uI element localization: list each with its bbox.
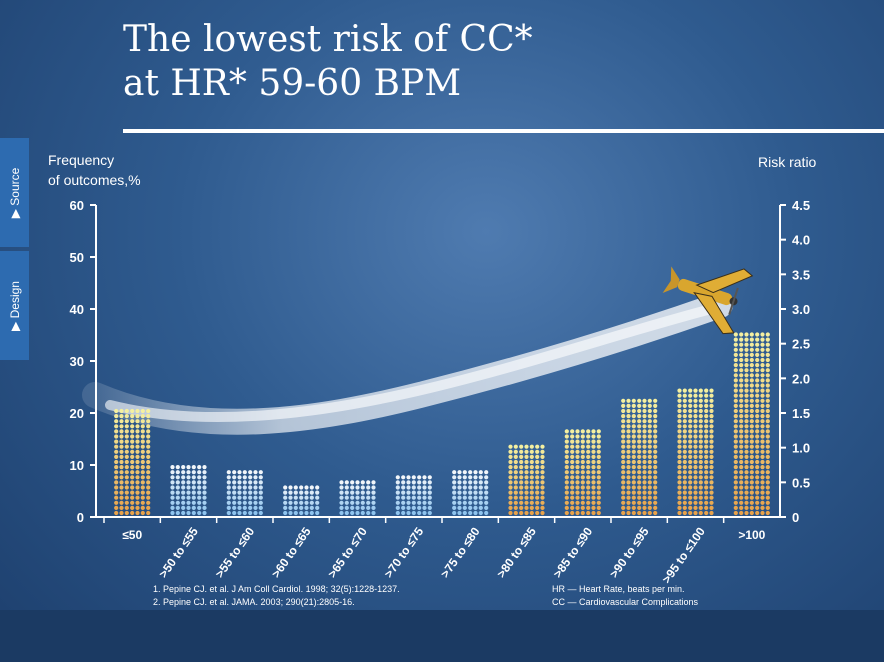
- bar: [452, 470, 489, 516]
- bar: [170, 465, 207, 516]
- bar: [226, 470, 263, 516]
- bar: [395, 475, 432, 516]
- source-tab[interactable]: ▶ Source: [0, 138, 29, 247]
- y-axis-right-title: Risk ratio: [758, 154, 817, 170]
- y-left-tick-label: 50: [70, 250, 84, 265]
- y-right-tick-label: 4.0: [792, 233, 810, 248]
- design-tab[interactable]: ▶ Design: [0, 251, 29, 360]
- x-tick-label: >100: [738, 528, 765, 542]
- chart-bars: [114, 332, 770, 516]
- title-underline: [123, 129, 884, 133]
- footer-band: [0, 610, 884, 662]
- slide-title: The lowest risk of CC* at HR* 59-60 BPM: [123, 18, 533, 106]
- y-left-tick-label: 40: [70, 302, 84, 317]
- y-left-tick-label: 10: [70, 458, 84, 473]
- x-tick-label: ≤50: [122, 528, 142, 542]
- abbreviations: HR — Heart Rate, beats per min. CC — Car…: [552, 583, 698, 609]
- bar: [114, 408, 151, 516]
- y-left-tick-label: 60: [70, 198, 84, 213]
- bar: [339, 480, 376, 516]
- y-left-tick-label: 30: [70, 354, 84, 369]
- bar: [508, 444, 545, 516]
- abbreviation-hr: HR — Heart Rate, beats per min.: [552, 584, 685, 594]
- y-right-tick-label: 1.0: [792, 441, 810, 456]
- y-right-tick-label: 3.0: [792, 302, 810, 317]
- x-tick-label: >85 to ≤90: [550, 524, 595, 580]
- bar: [283, 485, 320, 516]
- x-tick-label: >95 to ≤100: [659, 524, 708, 586]
- y-right-tick-label: 0.5: [792, 475, 810, 490]
- bar: [677, 388, 714, 516]
- y-left-tick-label: 20: [70, 406, 84, 421]
- airplane-decoration: [82, 266, 754, 435]
- title-line-1: The lowest risk of CC*: [123, 19, 533, 60]
- x-tick-label: >90 to ≤95: [607, 524, 652, 580]
- bar: [621, 398, 658, 516]
- references: 1. Pepine CJ. et al. J Am Coll Cardiol. …: [153, 583, 400, 609]
- y-right-tick-label: 2.0: [792, 371, 810, 386]
- y-left-tick-label: 0: [77, 510, 84, 525]
- y-axis-left-title-line-2: of outcomes,%: [48, 172, 141, 188]
- title-line-2: at HR* 59-60 BPM: [123, 63, 462, 104]
- x-tick-label: >75 to ≤80: [438, 524, 483, 580]
- y-axis-left-title: Frequency of outcomes,%: [48, 150, 141, 190]
- abbreviation-cc: CC — Cardiovascular Complications: [552, 597, 699, 607]
- smoke-trail: [82, 292, 733, 435]
- y-right-tick-label: 2.5: [792, 337, 810, 352]
- reference-2: 2. Pepine CJ. et al. JAMA. 2003; 290(21)…: [153, 597, 355, 607]
- x-tick-label: >60 to ≤65: [269, 524, 314, 580]
- y-right-tick-label: 4.5: [792, 198, 810, 213]
- x-tick-label: >65 to ≤70: [325, 524, 370, 580]
- y-right-tick-label: 1.5: [792, 406, 810, 421]
- y-right-tick-label: 0: [792, 510, 799, 525]
- x-tick-label: >80 to ≤85: [494, 524, 539, 580]
- bar: [564, 429, 601, 516]
- x-tick-label: >50 to ≤55: [156, 524, 201, 580]
- airplane-icon: [662, 266, 754, 335]
- bar: [733, 332, 770, 516]
- reference-1: 1. Pepine CJ. et al. J Am Coll Cardiol. …: [153, 584, 400, 594]
- smoke-trail-inner: [105, 303, 720, 422]
- x-tick-label: >55 to ≤60: [212, 524, 257, 580]
- y-axis-left-title-line-1: Frequency: [48, 152, 115, 168]
- x-tick-label: >70 to ≤75: [381, 524, 426, 580]
- y-right-tick-label: 3.5: [792, 267, 810, 282]
